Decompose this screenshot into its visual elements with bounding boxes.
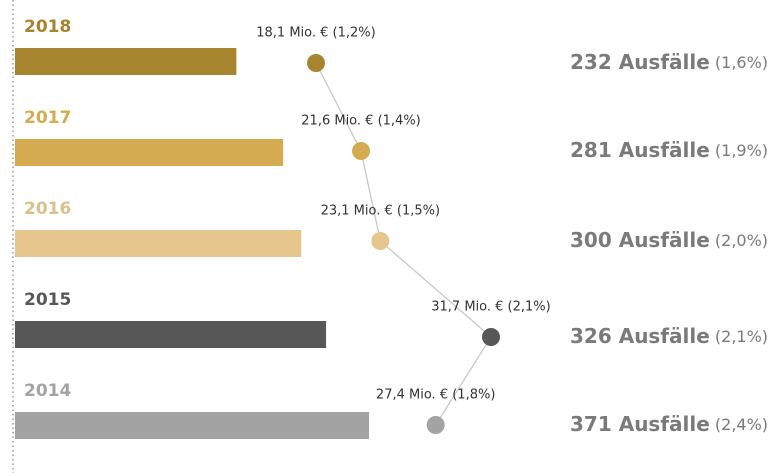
bar [15,48,237,75]
dot [426,416,445,434]
count-label: 326 Ausfälle (2,1%) [570,324,768,348]
count-value: 300 Ausfälle [570,228,710,252]
year-label: 2016 [24,199,71,219]
count-value: 326 Ausfälle [570,324,710,348]
dot [307,54,325,72]
year-label: 2018 [24,17,71,37]
count-label: 232 Ausfälle (1,6%) [570,50,768,74]
year-label: 2015 [24,290,71,310]
year-label: 2017 [24,108,71,128]
amount-label: 31,7 Mio. € (2,1%) [431,300,550,315]
count-label: 281 Ausfälle (1,9%) [570,138,768,162]
count-share: (2,0%) [715,231,768,250]
count-share: (1,9%) [715,141,768,160]
bar [15,230,302,257]
count-value: 232 Ausfälle [570,50,710,74]
count-share: (1,6%) [715,53,768,72]
bar [15,412,369,439]
count-share: (2,1%) [715,327,768,346]
bar [15,139,284,166]
amount-label: 21,6 Mio. € (1,4%) [301,114,420,129]
dot [352,142,371,160]
count-label: 371 Ausfälle (2,4%) [570,412,768,436]
amount-label: 23,1 Mio. € (1,5%) [321,204,440,219]
amount-label: 27,4 Mio. € (1,8%) [376,388,495,403]
amount-label: 18,1 Mio. € (1,2%) [256,26,375,41]
count-value: 281 Ausfälle [570,138,710,162]
count-label: 300 Ausfälle (2,0%) [570,228,768,252]
dot [482,328,500,346]
dot [371,232,390,250]
count-value: 371 Ausfälle [570,412,710,436]
bar [15,321,327,348]
count-share: (2,4%) [715,415,768,434]
year-label: 2014 [24,381,71,401]
